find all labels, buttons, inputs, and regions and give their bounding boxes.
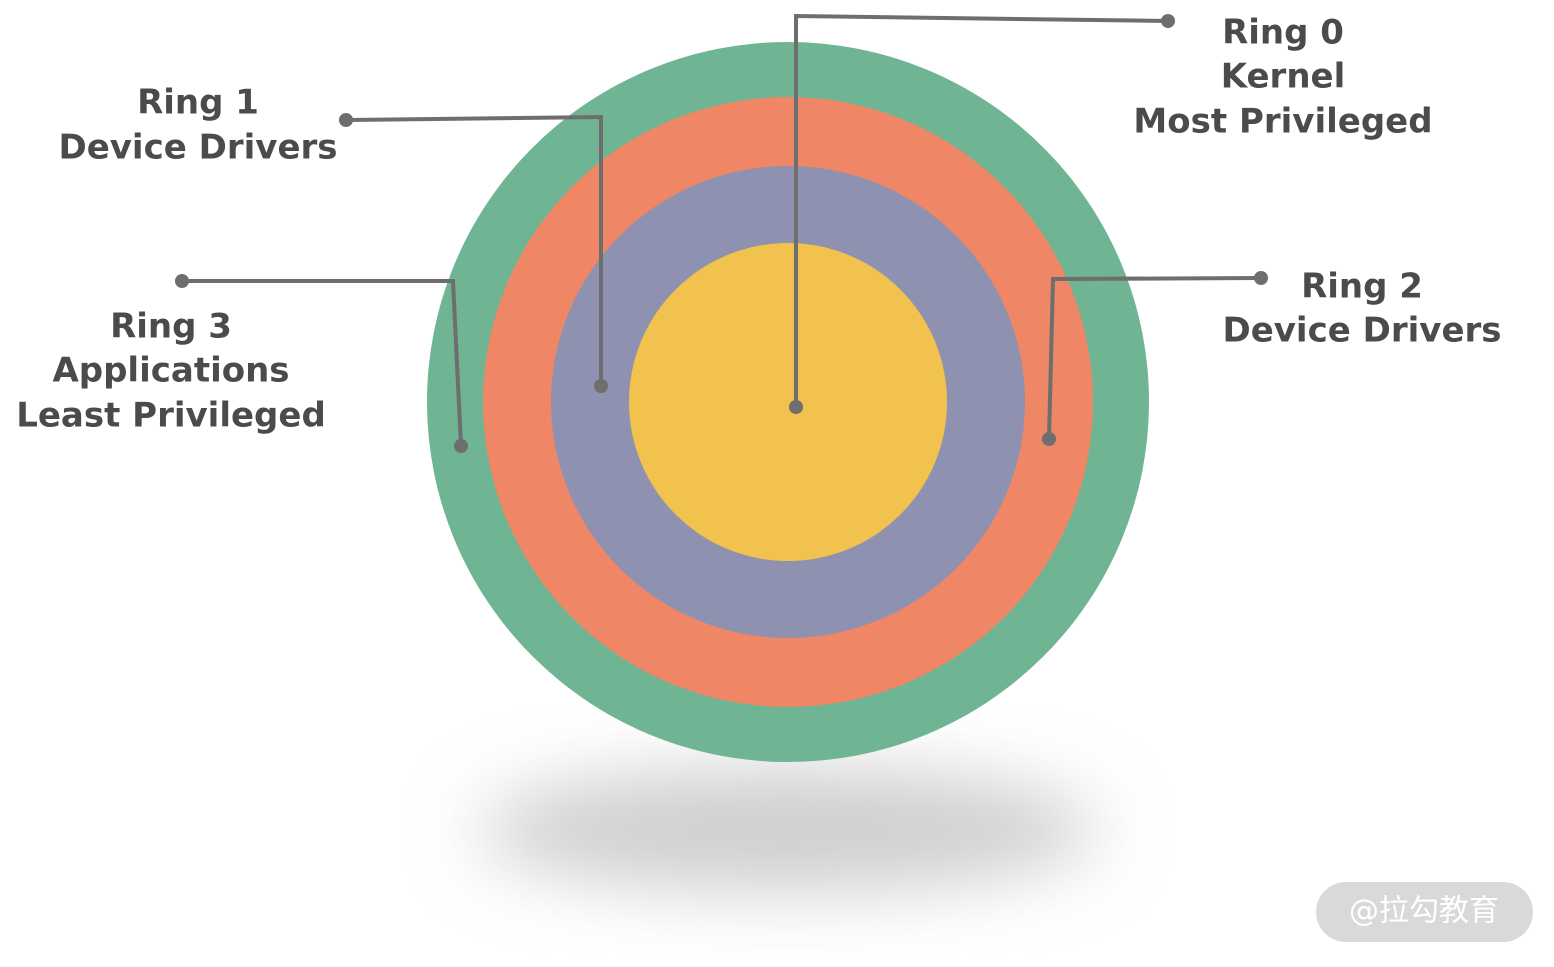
ring-label: Kernel bbox=[1221, 57, 1346, 97]
connector-ring-0 bbox=[794, 13, 1169, 407]
ring-label: Device Drivers bbox=[58, 128, 337, 168]
connector-dot bbox=[454, 439, 468, 453]
connector-ring-2 bbox=[1047, 276, 1262, 440]
connector-dot bbox=[1042, 432, 1056, 446]
ring-label: Least Privileged bbox=[16, 396, 326, 436]
ring-label: Ring 0 bbox=[1222, 13, 1344, 53]
ring-0-disc bbox=[629, 243, 947, 561]
ring-label: Ring 1 bbox=[137, 83, 259, 123]
connector-dot bbox=[594, 379, 608, 393]
connector-dot bbox=[339, 113, 353, 127]
connector-dot bbox=[1161, 14, 1175, 28]
connector-dot bbox=[175, 274, 189, 288]
watermark: @拉勾教育 bbox=[1349, 894, 1499, 929]
ring-label: Device Drivers bbox=[1222, 311, 1501, 351]
ring-label: Applications bbox=[52, 351, 289, 391]
shadow bbox=[478, 768, 1098, 892]
connector-ring-1 bbox=[345, 114, 603, 386]
connector-dot bbox=[789, 400, 803, 414]
watermark-badge bbox=[1316, 882, 1533, 942]
ring-label: Ring 3 bbox=[110, 307, 232, 347]
connector-dot bbox=[1254, 271, 1268, 285]
connector-ring-3 bbox=[182, 279, 463, 447]
ring-label: Ring 2 bbox=[1301, 267, 1423, 307]
ring-label: Most Privileged bbox=[1133, 102, 1432, 142]
